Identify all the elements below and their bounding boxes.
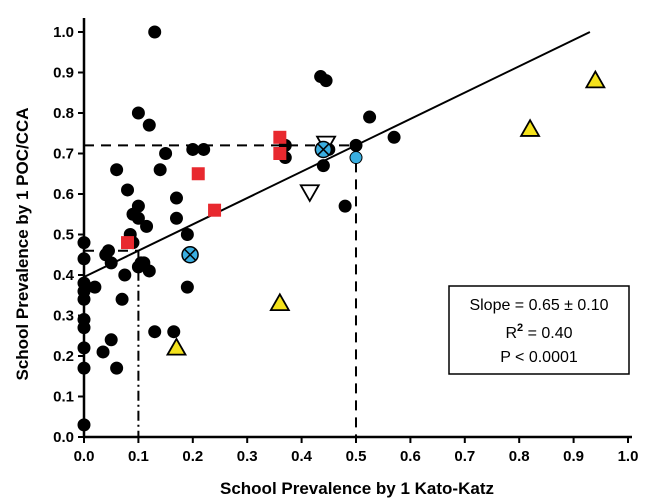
y-tick-label: 0.4 xyxy=(53,267,75,284)
data-point-circle xyxy=(142,118,156,132)
circle-x-stroke xyxy=(184,248,197,261)
y-tick-label: 0.6 xyxy=(53,186,74,203)
data-points xyxy=(77,25,606,432)
data-point-square xyxy=(273,147,287,160)
data-point-circle xyxy=(104,256,118,270)
data-point-circle xyxy=(387,130,401,144)
data-point-circle xyxy=(169,211,183,225)
data-point-circle xyxy=(167,325,181,339)
data-point-circle xyxy=(148,325,162,339)
data-point-square xyxy=(208,203,222,217)
data-point-circle xyxy=(363,110,377,124)
data-point-circle xyxy=(316,159,330,173)
data-point-circle xyxy=(96,345,110,359)
x-tick-label: 0.0 xyxy=(74,448,95,465)
data-point-circle xyxy=(77,236,91,250)
data-point-square xyxy=(273,130,287,144)
x-tick-label: 0.7 xyxy=(454,448,475,465)
data-point-circle-x xyxy=(314,140,333,159)
data-point-circle xyxy=(101,244,115,258)
data-point-circle xyxy=(131,199,145,213)
regression-line-group xyxy=(83,31,591,278)
stats-r2-prefix: R xyxy=(505,325,517,342)
data-point-circle xyxy=(121,183,135,197)
y-axis-title: School Prevalence by 1 POC/CCA xyxy=(13,107,32,380)
stats-slope: Slope = 0.65 ± 0.10 xyxy=(469,297,608,314)
regression-line xyxy=(83,31,591,278)
y-tick-label: 0.9 xyxy=(53,65,74,82)
reference-lines xyxy=(84,144,357,437)
x-axis-title: School Prevalence by 1 Kato-Katz xyxy=(220,479,494,498)
y-tick-label: 0.1 xyxy=(53,389,74,406)
y-tick-label: 1.0 xyxy=(53,24,74,41)
data-point-circle xyxy=(77,252,91,266)
y-tick-label: 0.7 xyxy=(53,146,74,163)
data-point-triangle-up xyxy=(165,337,188,356)
data-point-circle xyxy=(153,163,167,177)
data-point-circle xyxy=(180,228,194,241)
x-tick-label: 0.9 xyxy=(563,448,584,465)
stats-r2-value: = 0.40 xyxy=(523,325,572,342)
data-point-circle xyxy=(110,361,124,375)
x-tick-label: 0.6 xyxy=(400,448,421,465)
data-point-circle xyxy=(131,106,145,120)
x-tick-label: 0.1 xyxy=(128,448,149,465)
x-tick-label: 1.0 xyxy=(618,448,639,465)
x-tick-label: 0.2 xyxy=(182,448,203,465)
data-point-circle xyxy=(148,25,162,39)
circle-x-stroke xyxy=(317,143,330,156)
data-point-square xyxy=(191,167,205,181)
y-tick-label: 0.5 xyxy=(53,227,74,244)
data-point-circle xyxy=(338,199,352,213)
axes: 0.0 0.1 0.2 0.3 0.4 0.5 0.6 0.7 0.8 0.9 1.0 0.0 0.1 0… xyxy=(53,18,638,465)
data-point-circle xyxy=(77,276,91,290)
y-tick-label: 0.8 xyxy=(53,105,74,122)
data-point-circle xyxy=(104,333,118,347)
y-tick-label: 0.3 xyxy=(53,308,74,325)
data-point-circle xyxy=(197,142,211,156)
data-point-triangle-up xyxy=(519,118,541,137)
data-point-square xyxy=(121,236,135,250)
stats-box-frame xyxy=(448,285,630,375)
data-point-circle xyxy=(186,142,200,156)
data-point-circle xyxy=(180,280,194,294)
data-point-circle xyxy=(349,138,363,152)
data-point-circle xyxy=(118,268,132,282)
y-tick-label: 0.2 xyxy=(53,348,74,365)
data-point-triangle-up xyxy=(584,69,606,89)
y-tick-label: 0.0 xyxy=(53,429,74,446)
data-point-triangle-down xyxy=(299,184,321,203)
data-point-circle xyxy=(77,313,91,327)
data-point-circle xyxy=(319,74,333,88)
stats-box: Slope = 0.65 ± 0.10 R2 = 0.40 P < 0.0001 xyxy=(448,285,630,375)
stats-p-value: P < 0.0001 xyxy=(500,349,578,366)
data-point-circle xyxy=(140,219,154,233)
x-tick-label: 0.4 xyxy=(291,448,313,465)
data-point-circle xyxy=(142,264,156,278)
data-point-circle xyxy=(169,191,183,205)
stats-r2-superscript: 2 xyxy=(517,322,523,334)
x-tick-label: 0.5 xyxy=(346,448,367,465)
data-point-circle xyxy=(77,341,91,355)
data-point-circle xyxy=(159,147,173,160)
data-point-circle-x xyxy=(181,246,199,264)
stats-r2: R2 = 0.40 xyxy=(505,322,572,342)
data-point-triangle-up xyxy=(269,292,291,312)
x-tick-label: 0.3 xyxy=(237,448,258,465)
data-point-circle xyxy=(77,361,91,375)
data-point-circle xyxy=(349,151,363,165)
data-point-circle xyxy=(110,163,124,177)
data-point-circle xyxy=(115,292,129,306)
data-point-circle xyxy=(77,418,91,432)
x-tick-label: 0.8 xyxy=(509,448,530,465)
data-point-circle xyxy=(88,280,102,294)
